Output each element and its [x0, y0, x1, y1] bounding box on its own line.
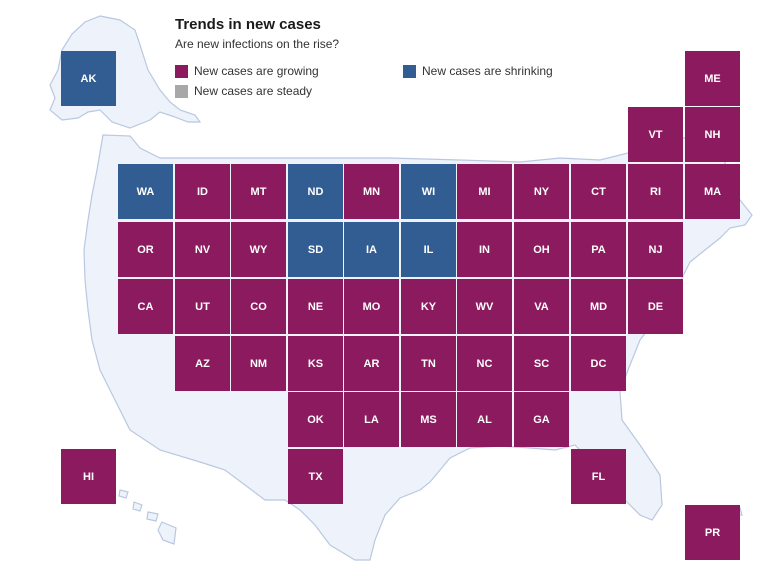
map-subtitle: Are new infections on the rise?	[175, 37, 340, 51]
state-tile-vt[interactable]: VT	[628, 107, 683, 162]
state-tile-id[interactable]: ID	[175, 164, 230, 219]
state-tile-mt[interactable]: MT	[231, 164, 286, 219]
state-tile-nd[interactable]: ND	[288, 164, 343, 219]
state-tile-mi[interactable]: MI	[457, 164, 512, 219]
state-tile-ks[interactable]: KS	[288, 336, 343, 391]
state-tile-nh[interactable]: NH	[685, 107, 740, 162]
state-tile-pr[interactable]: PR	[685, 505, 740, 560]
state-tile-ne[interactable]: NE	[288, 279, 343, 334]
state-tile-wa[interactable]: WA	[118, 164, 173, 219]
state-tile-ma[interactable]: MA	[685, 164, 740, 219]
hawaii-island	[118, 489, 129, 499]
hawaii-island	[146, 511, 159, 522]
legend-swatch-shrinking	[403, 64, 416, 78]
state-tile-in[interactable]: IN	[457, 222, 512, 277]
state-tile-va[interactable]: VA	[514, 279, 569, 334]
state-tile-ga[interactable]: GA	[514, 392, 569, 447]
legend-swatch-growing	[175, 64, 188, 78]
hawaii-island	[132, 501, 143, 512]
state-tile-ky[interactable]: KY	[401, 279, 456, 334]
state-tile-ar[interactable]: AR	[344, 336, 399, 391]
state-tile-wv[interactable]: WV	[457, 279, 512, 334]
state-tile-wi[interactable]: WI	[401, 164, 456, 219]
state-tile-al[interactable]: AL	[457, 392, 512, 447]
state-tile-tx[interactable]: TX	[288, 449, 343, 504]
legend-item-growing: New cases are growing	[175, 64, 319, 78]
state-tile-mn[interactable]: MN	[344, 164, 399, 219]
state-tile-ak[interactable]: AK	[61, 51, 116, 106]
state-tile-ct[interactable]: CT	[571, 164, 626, 219]
state-tile-hi[interactable]: HI	[61, 449, 116, 504]
state-tile-dc[interactable]: DC	[571, 336, 626, 391]
state-tile-ri[interactable]: RI	[628, 164, 683, 219]
state-tile-co[interactable]: CO	[231, 279, 286, 334]
state-tile-ca[interactable]: CA	[118, 279, 173, 334]
state-tile-fl[interactable]: FL	[571, 449, 626, 504]
legend-swatch-steady	[175, 84, 188, 98]
state-tile-de[interactable]: DE	[628, 279, 683, 334]
state-tile-oh[interactable]: OH	[514, 222, 569, 277]
state-tile-or[interactable]: OR	[118, 222, 173, 277]
state-tile-wy[interactable]: WY	[231, 222, 286, 277]
state-tile-mo[interactable]: MO	[344, 279, 399, 334]
state-tile-ia[interactable]: IA	[344, 222, 399, 277]
state-tile-ny[interactable]: NY	[514, 164, 569, 219]
state-tile-nj[interactable]: NJ	[628, 222, 683, 277]
state-tile-az[interactable]: AZ	[175, 336, 230, 391]
state-tile-nv[interactable]: NV	[175, 222, 230, 277]
state-tile-me[interactable]: ME	[685, 51, 740, 106]
state-tile-la[interactable]: LA	[344, 392, 399, 447]
state-tile-pa[interactable]: PA	[571, 222, 626, 277]
state-tile-md[interactable]: MD	[571, 279, 626, 334]
state-tile-tn[interactable]: TN	[401, 336, 456, 391]
hawaii-island	[157, 521, 177, 545]
legend-item-shrinking: New cases are shrinking	[403, 64, 553, 78]
state-tile-ut[interactable]: UT	[175, 279, 230, 334]
legend-label-growing: New cases are growing	[194, 64, 319, 78]
state-tile-il[interactable]: IL	[401, 222, 456, 277]
legend-label-shrinking: New cases are shrinking	[422, 64, 553, 78]
map-title: Trends in new cases	[175, 16, 321, 33]
state-tile-sd[interactable]: SD	[288, 222, 343, 277]
state-tile-ok[interactable]: OK	[288, 392, 343, 447]
state-tile-ms[interactable]: MS	[401, 392, 456, 447]
state-tile-nc[interactable]: NC	[457, 336, 512, 391]
state-tile-nm[interactable]: NM	[231, 336, 286, 391]
legend-label-steady: New cases are steady	[194, 84, 313, 98]
legend-item-steady: New cases are steady	[175, 84, 312, 98]
state-tile-sc[interactable]: SC	[514, 336, 569, 391]
